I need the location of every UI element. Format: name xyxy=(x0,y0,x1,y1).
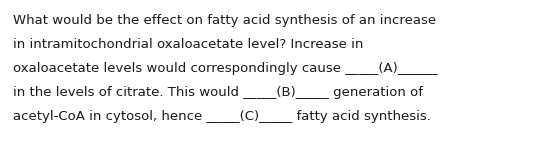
Text: What would be the effect on fatty acid synthesis of an increase: What would be the effect on fatty acid s… xyxy=(13,14,436,27)
Text: in intramitochondrial oxaloacetate level? Increase in: in intramitochondrial oxaloacetate level… xyxy=(13,38,363,51)
Text: oxaloacetate levels would correspondingly cause _____(A)______: oxaloacetate levels would correspondingl… xyxy=(13,62,437,75)
Text: acetyl-CoA in cytosol, hence _____(C)_____ fatty acid synthesis.: acetyl-CoA in cytosol, hence _____(C)___… xyxy=(13,110,431,123)
Text: in the levels of citrate. This would _____(B)_____ generation of: in the levels of citrate. This would ___… xyxy=(13,86,423,99)
